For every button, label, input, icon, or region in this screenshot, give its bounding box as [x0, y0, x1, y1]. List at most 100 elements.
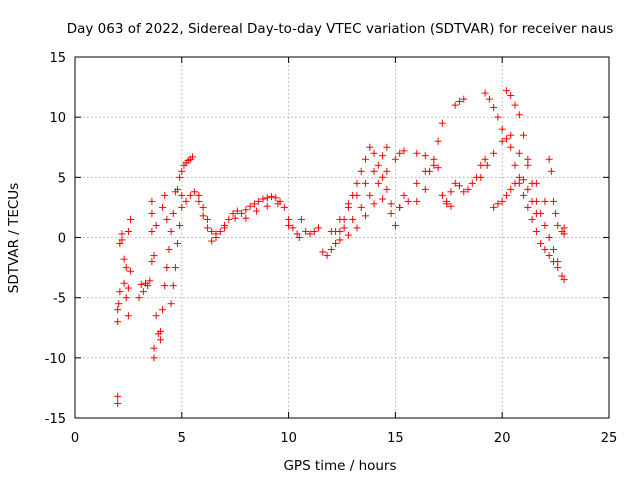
- data-point-plus: [545, 234, 553, 241]
- data-point-plus: [515, 173, 523, 181]
- data-point-plus: [520, 131, 528, 139]
- data-point-plus: [366, 143, 374, 151]
- data-point-plus: [426, 167, 434, 175]
- data-point-plus: [174, 185, 182, 193]
- data-point-plus: [554, 258, 562, 266]
- data-point-plus: [353, 179, 361, 187]
- data-point-plus: [430, 155, 438, 163]
- data-point-plus: [297, 215, 305, 223]
- data-point-plus: [231, 214, 239, 222]
- data-point-plus: [137, 280, 145, 288]
- data-point-plus: [280, 203, 288, 211]
- y-tick-label: 0: [58, 232, 66, 247]
- data-point-plus: [310, 227, 318, 235]
- data-point-plus: [545, 252, 553, 260]
- data-point-plus: [532, 227, 540, 235]
- data-point-plus: [150, 354, 158, 362]
- data-point-plus: [199, 203, 207, 211]
- data-point-plus: [167, 300, 175, 308]
- data-point-plus: [490, 149, 498, 157]
- data-point-plus: [481, 89, 489, 97]
- data-point-plus: [366, 191, 374, 199]
- data-point-plus: [182, 197, 190, 205]
- data-point-plus: [494, 113, 502, 121]
- data-point-plus: [268, 193, 276, 201]
- data-point-plus: [370, 149, 378, 157]
- data-point-plus: [327, 246, 335, 254]
- data-point-plus: [541, 221, 549, 229]
- data-point-plus: [524, 185, 532, 193]
- y-tick-label: 10: [49, 111, 66, 126]
- data-point-plus: [490, 203, 498, 211]
- data-point-plus: [560, 224, 568, 232]
- data-point-plus: [485, 95, 493, 103]
- data-point-plus: [165, 246, 173, 254]
- data-point-plus: [242, 214, 250, 222]
- data-point-plus: [167, 227, 175, 235]
- data-point-plus: [148, 227, 156, 235]
- series-evening-tracks: [477, 87, 568, 284]
- data-point-plus: [502, 191, 510, 199]
- data-point-plus: [353, 224, 361, 232]
- data-point-plus: [421, 185, 429, 193]
- data-point-plus: [353, 191, 361, 199]
- data-point-plus: [203, 224, 211, 232]
- data-point-plus: [272, 194, 280, 202]
- data-point-plus: [391, 221, 399, 229]
- data-point-plus: [152, 221, 160, 229]
- data-point-plus: [421, 152, 429, 160]
- data-point-plus: [434, 137, 442, 145]
- data-point-plus: [537, 240, 545, 248]
- grid: [75, 57, 609, 418]
- x-axis-label: GPS time / hours: [283, 458, 396, 474]
- data-point-plus: [370, 200, 378, 208]
- data-point-plus: [274, 200, 282, 208]
- data-point-plus: [451, 179, 459, 187]
- data-point-plus: [150, 252, 158, 260]
- data-point-plus: [396, 203, 404, 211]
- data-point-plus: [477, 173, 485, 181]
- data-point-plus: [124, 227, 132, 235]
- series-early-tracks: [114, 153, 196, 408]
- data-point-plus: [156, 327, 164, 335]
- data-point-plus: [195, 197, 203, 205]
- data-point-plus: [255, 197, 263, 205]
- data-point-plus: [118, 236, 126, 244]
- y-tick-label: -15: [45, 412, 66, 427]
- data-point-plus: [515, 149, 523, 157]
- data-point-plus: [116, 288, 124, 296]
- x-tick-label: 15: [387, 431, 404, 446]
- data-point-plus: [263, 194, 271, 202]
- data-point-plus: [528, 197, 536, 205]
- data-point-plus: [477, 161, 485, 169]
- data-point-plus: [507, 131, 515, 139]
- data-point-plus: [285, 221, 293, 229]
- data-point-plus: [349, 215, 357, 223]
- data-point-plus: [379, 152, 387, 160]
- data-point-plus: [114, 392, 122, 400]
- chart-title: Day 063 of 2022, Sidereal Day-to-day VTE…: [67, 21, 614, 37]
- data-point-plus: [554, 264, 562, 272]
- x-tick-label: 20: [494, 431, 511, 446]
- data-point-plus: [336, 236, 344, 244]
- data-point-plus: [502, 87, 510, 95]
- data-point-plus: [124, 312, 132, 320]
- data-point-plus: [208, 227, 216, 235]
- data-point-plus: [552, 209, 560, 217]
- data-point-plus: [379, 173, 387, 181]
- data-point-plus: [554, 221, 562, 229]
- y-tick-labels: -15 -10 -5 0 5 10 15: [45, 51, 66, 427]
- data-point-plus: [498, 125, 506, 133]
- x-tick-label: 5: [178, 431, 186, 446]
- data-point-plus: [357, 167, 365, 175]
- data-points: [114, 87, 568, 408]
- data-point-plus: [455, 98, 463, 106]
- data-point-plus: [208, 237, 216, 245]
- data-point-plus: [455, 182, 463, 190]
- data-point-plus: [203, 215, 211, 223]
- data-point-plus: [511, 179, 519, 187]
- data-point-plus: [560, 276, 568, 284]
- data-point-plus: [159, 203, 167, 211]
- data-point-plus: [122, 294, 130, 302]
